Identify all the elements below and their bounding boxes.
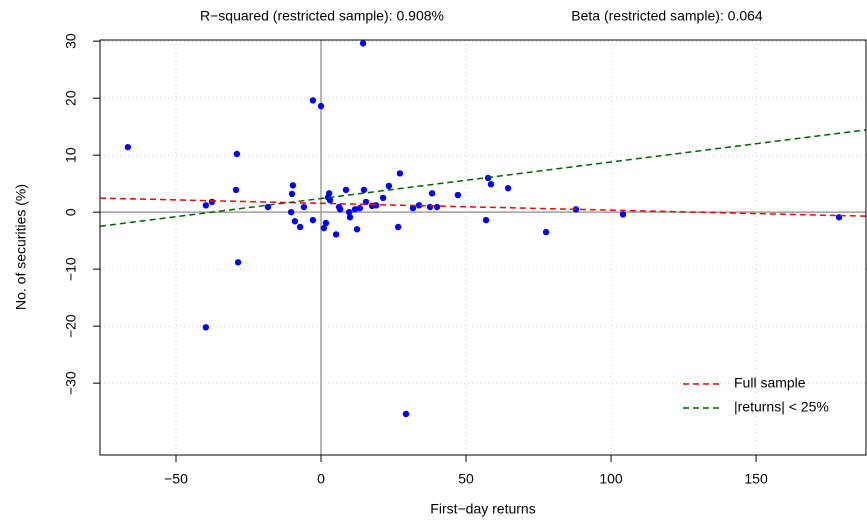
point: [504, 185, 512, 192]
legend-label: |returns| < 25%: [734, 399, 829, 415]
point: [362, 198, 370, 206]
x-tick-label: 0: [317, 471, 325, 487]
regression-line: [100, 129, 866, 228]
legend-label: Full sample: [734, 375, 806, 391]
point: [415, 202, 423, 209]
point: [356, 204, 364, 212]
point: [372, 202, 380, 209]
point: [385, 182, 393, 190]
point: [233, 150, 241, 158]
point: [208, 198, 216, 206]
point: [320, 224, 328, 232]
point: [289, 182, 297, 189]
x-tick-label: 100: [599, 471, 623, 487]
point: [202, 324, 210, 331]
point: [317, 102, 325, 110]
plot-frame: [99, 39, 867, 456]
y-tick-label: 20: [63, 90, 79, 106]
point: [426, 203, 434, 211]
annotation: Beta (restricted sample): 0.064: [571, 8, 763, 24]
x-axis-label: First−day returns: [430, 501, 535, 517]
point: [487, 181, 495, 188]
point: [542, 228, 550, 236]
point: [572, 206, 580, 213]
point: [353, 226, 361, 233]
point: [619, 211, 627, 218]
point: [234, 259, 242, 266]
point: [345, 208, 353, 216]
point: [359, 40, 367, 47]
point: [402, 410, 410, 418]
point: [325, 190, 333, 197]
point: [433, 203, 441, 211]
point: [336, 206, 344, 213]
y-tick-label: 30: [63, 33, 79, 49]
y-tick-label: −30: [63, 371, 79, 395]
point: [396, 170, 404, 177]
point: [291, 218, 299, 225]
y-tick-label: 10: [63, 147, 79, 163]
y-axis-label: No. of securities (%): [13, 184, 29, 310]
annotation: R−squared (restricted sample): 0.908%: [200, 8, 444, 24]
point: [454, 191, 462, 199]
point: [428, 190, 436, 197]
point: [309, 97, 317, 104]
point: [326, 196, 334, 204]
point: [287, 208, 295, 216]
point: [309, 216, 317, 224]
y-tick-label: −20: [63, 314, 79, 338]
x-tick-label: −50: [164, 471, 188, 487]
point: [379, 194, 387, 202]
point: [346, 214, 354, 221]
point: [351, 206, 359, 213]
point: [409, 204, 417, 212]
regression-line: [100, 197, 866, 217]
point: [296, 223, 304, 231]
point: [202, 202, 210, 209]
point: [288, 190, 296, 198]
point: [360, 186, 368, 194]
x-tick-label: 150: [744, 471, 768, 487]
point: [482, 216, 490, 224]
point: [394, 223, 402, 231]
point: [124, 143, 132, 151]
point: [322, 219, 330, 227]
point: [342, 186, 350, 194]
point: [332, 231, 340, 238]
y-tick-label: −10: [63, 257, 79, 281]
point: [300, 203, 308, 211]
y-tick-label: 0: [63, 208, 79, 216]
point: [232, 186, 240, 194]
x-tick-label: 50: [458, 471, 474, 487]
